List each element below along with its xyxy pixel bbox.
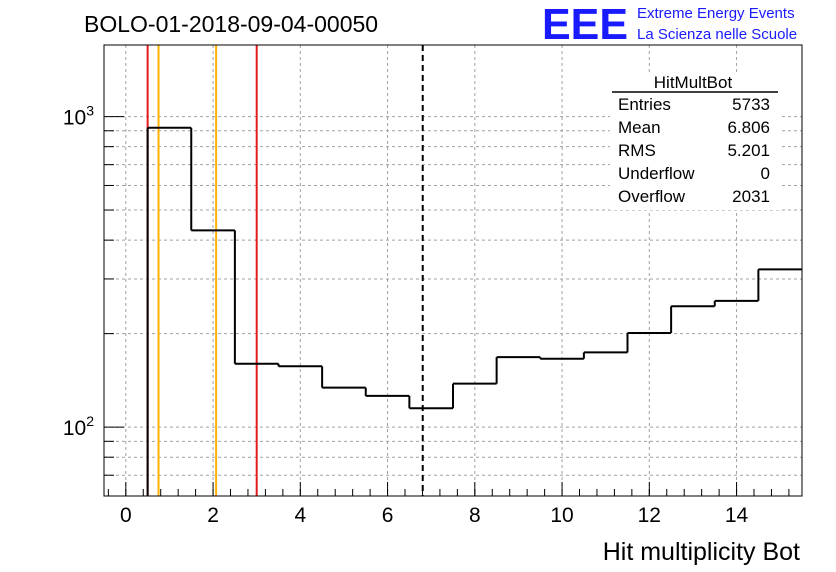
histogram <box>146 126 802 496</box>
stats-label: Overflow <box>618 187 686 206</box>
stats-box-title: HitMultBot <box>654 73 733 92</box>
eee-logo-letters: EEE <box>542 0 628 49</box>
axis-ticks <box>104 116 790 497</box>
plot-frame <box>103 44 803 497</box>
stats-box: HitMultBot Entries 5733 Mean 6.806 RMS 5.201 U… <box>610 73 780 210</box>
stats-label: RMS <box>618 141 656 160</box>
x-tick-label: 12 <box>638 504 661 527</box>
stats-value: 6.806 <box>727 118 770 137</box>
x-tick-label: 14 <box>725 504 749 527</box>
marker-lines <box>146 45 424 496</box>
eee-logo-line2: La Scienza nelle Scuole <box>637 26 797 43</box>
stats-value: 5733 <box>732 95 770 114</box>
y-tick-labels: 102 103 <box>63 103 94 441</box>
run-title: BOLO-01-2018-09-04-00050 <box>84 11 378 37</box>
stats-label: Entries <box>618 95 671 114</box>
x-tick-labels: 0 2 4 6 8 10 12 14 <box>120 504 749 527</box>
stats-value: 0 <box>761 164 770 183</box>
grid <box>104 45 802 497</box>
x-tick-label: 10 <box>550 504 573 527</box>
eee-logo: EEE Extreme Energy Events La Scienza nel… <box>542 0 797 49</box>
x-tick-label: 2 <box>207 504 219 527</box>
stats-value: 2031 <box>732 187 770 206</box>
y-tick-label: 103 <box>63 103 94 130</box>
x-tick-label: 6 <box>382 504 394 527</box>
eee-logo-line1: Extreme Energy Events <box>637 5 795 22</box>
y-tick-label: 102 <box>63 413 94 440</box>
x-tick-label: 0 <box>120 504 132 527</box>
stats-value: 5.201 <box>727 141 770 160</box>
stats-label: Mean <box>618 118 661 137</box>
x-tick-label: 4 <box>294 504 306 527</box>
stats-box-rows: Entries 5733 Mean 6.806 RMS 5.201 Underflow 0 Ov… <box>618 95 770 206</box>
stats-box-bg <box>610 74 780 210</box>
x-tick-label: 8 <box>469 504 481 527</box>
x-axis-title: Hit multiplicity Bot <box>603 538 800 566</box>
stats-label: Underflow <box>618 164 695 183</box>
